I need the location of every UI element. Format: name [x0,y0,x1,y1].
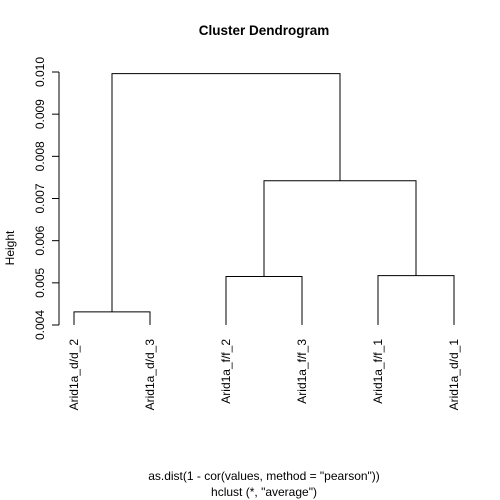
y-axis-label: Height [3,230,17,265]
dendrogram-branches [73,73,455,325]
y-tick-label: 0.005 [33,267,47,297]
y-tick-label: 0.009 [33,99,47,129]
leaf-label: Arid1a_f/f_1 [371,339,385,404]
dendrogram-branch [73,311,151,325]
y-tick-label: 0.006 [33,225,47,255]
leaf-label: Arid1a_f/f_3 [295,339,309,404]
y-tick-label: 0.010 [33,57,47,87]
chart-title: Cluster Dendrogram [199,23,330,38]
leaf-label: Arid1a_f/f_2 [219,339,233,404]
x-axis-label: as.dist(1 - cor(values, method = "pearso… [148,469,380,483]
leaf-label: Arid1a_d/d_1 [447,339,461,411]
dendrogram-branch [111,73,341,312]
y-tick-label: 0.008 [33,141,47,171]
dendrogram-branch [377,275,455,325]
leaf-labels: Arid1a_d/d_2 Arid1a_d/d_3 Arid1a_f/f_2 Arid… [67,339,461,411]
y-tick-label: 0.007 [33,183,47,213]
y-tick-label: 0.004 [33,310,47,340]
leaf-label: Arid1a_d/d_3 [143,339,157,411]
y-axis: 0.004 0.005 0.006 0.007 0.008 0.009 0.010 [33,57,60,340]
dendrogram-branch [263,180,417,277]
dendrogram-branch [225,276,303,325]
subtitle: hclust (*, "average") [211,485,317,499]
leaf-label: Arid1a_d/d_2 [67,339,81,411]
